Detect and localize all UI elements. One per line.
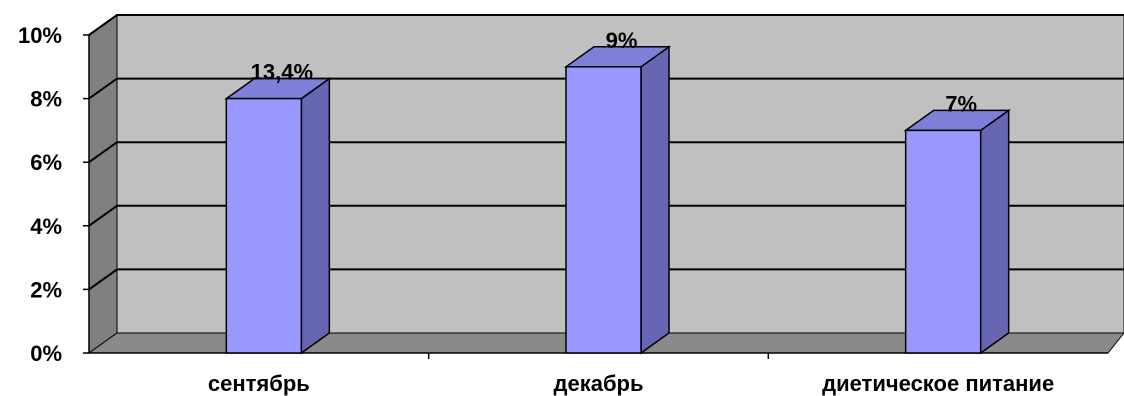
gridline [88, 77, 1124, 100]
gridline [88, 14, 1124, 36]
bar-side [300, 77, 331, 355]
y-tick-label: 8% [30, 87, 62, 112]
side-wall [88, 14, 118, 354]
x-category-label: диетическое питание [822, 371, 1054, 396]
y-tick-label: 0% [30, 341, 62, 366]
y-tick-label: 10% [18, 23, 62, 48]
data-label: 13,4% [251, 60, 313, 85]
bar-front [565, 66, 642, 354]
data-labels: 13,4% 9% 7% [251, 28, 977, 117]
bars [223, 45, 1012, 355]
x-category-label: декабрь [554, 371, 644, 396]
y-tick-label: 4% [30, 214, 62, 239]
y-axis-ticks: 0% 2% 4% 6% 8% 10% [18, 23, 89, 366]
bar-side [979, 108, 1010, 355]
bar-front [904, 129, 982, 354]
data-label: 9% [606, 28, 638, 53]
bar-side [640, 45, 670, 355]
x-axis-labels: сентябрь декабрь диетическое питание [208, 371, 1054, 396]
gridlines [88, 14, 1124, 291]
bar [223, 77, 332, 355]
bar [563, 45, 672, 355]
y-tick-label: 2% [30, 277, 62, 302]
y-tick-label: 6% [30, 150, 62, 175]
gridline [88, 204, 1124, 227]
bar [903, 108, 1012, 355]
bar-front [225, 97, 303, 354]
data-label: 7% [945, 91, 977, 116]
gridline [88, 141, 1124, 164]
gridline [88, 268, 1124, 291]
x-category-label: сентябрь [208, 371, 310, 396]
